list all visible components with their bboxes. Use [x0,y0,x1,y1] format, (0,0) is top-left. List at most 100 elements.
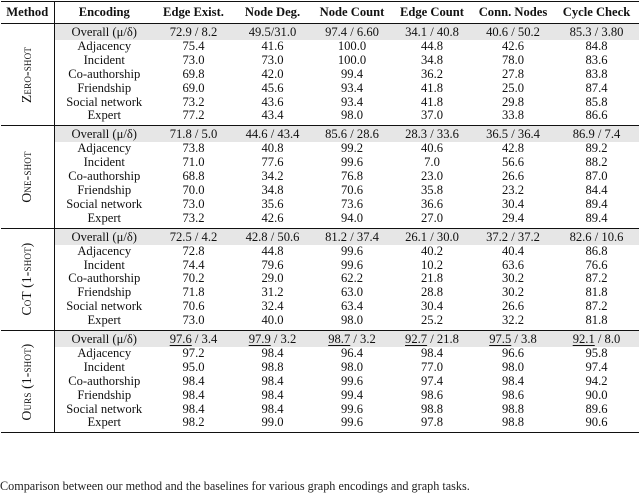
encoding-cell: Overall (μ/δ) [54,228,154,245]
value-cell: 10.2 [420,257,444,272]
value-cell: 40.4 [501,243,525,258]
encoding-cell: Friendship [77,80,132,95]
value-cell: 98.4 [261,345,284,360]
best-value: 97.9 [248,332,271,347]
header-edge-exist: Edge Exist. [154,1,233,24]
table-row: Co-authorship 70.2 29.0 62.2 21.8 30.2 8… [1,272,639,286]
value-cell: 31.2 [261,285,284,300]
value-cell: 98.4 [501,373,525,388]
value-cell: 85.8 [585,94,608,109]
value-cell: 78.0 [501,52,525,67]
header-conn-nodes: Conn. Nodes [472,1,554,24]
value-cell: 40.2 [420,243,444,258]
best-value: 97.6 [169,332,192,347]
encoding-cell: Friendship [77,387,132,402]
encoding-cell: Incident [83,359,125,374]
value-cell: 90.6 [554,415,639,434]
value-cell: 85.6 / 28.6 [312,125,392,143]
method-cell: Zero-shot [1,23,55,127]
value-cell: 40.6 [420,141,444,156]
value-cell: 97.8 [392,415,472,434]
encoding-cell: Adjacency [77,345,132,360]
table-row: Incident 71.0 77.6 99.6 7.0 56.6 88.2 [1,155,639,170]
table-row: Social network 98.4 98.4 99.6 98.8 98.8 … [1,401,639,417]
value-cell: 98.8 [261,359,284,374]
value-cell: 70.6 [182,299,205,314]
value-cell: 40.0 [233,313,312,332]
table-row: Friendship 69.0 45.6 93.4 41.8 25.0 87.4 [1,80,639,96]
encoding-cell: Expert [54,211,154,229]
value-cell: 98.4 [420,345,444,360]
value-cell: 26.1 / 30.0 [392,228,472,245]
value-cell: 70.6 [340,182,364,197]
value-cell: 69.8 [182,66,205,81]
delta-value: / 3.4 [191,332,218,347]
value-cell: 27.0 [392,211,472,229]
value-cell: 42.8 / 50.6 [233,228,312,245]
table-row: Expert 73.2 42.6 94.0 27.0 29.4 89.4 [1,211,639,229]
value-cell: 96.4 [340,345,364,360]
value-cell: 100.0 [337,38,367,53]
value-cell: 99.4 [340,387,364,402]
best-value: 97.5 [489,332,512,347]
value-cell: 30.2 [501,285,525,300]
value-cell: 43.6 [261,94,284,109]
value-cell: 84.4 [585,182,608,197]
value-cell: 98.4 [182,401,205,416]
value-cell: 25.2 [392,313,472,332]
encoding-cell: Friendship [77,182,132,197]
encoding-cell: Adjacency [77,141,132,156]
value-cell: 21.8 [420,271,444,286]
header-node-deg: Node Deg. [233,1,312,24]
value-cell: 83.6 [585,52,608,67]
encoding-cell: Incident [83,257,125,272]
value-cell: 97.4 [585,359,608,374]
value-cell: 25.0 [501,80,525,95]
encoding-cell: Overall (μ/δ) [54,125,154,143]
best-value: 92.1 [572,332,595,347]
value-cell: 34.1 / 40.8 [392,23,472,40]
table-row: Co-authorship 69.8 42.0 99.4 36.2 27.8 8… [1,66,639,82]
value-cell: 99.4 [340,66,364,81]
value-cell: 98.6 [420,387,444,402]
value-cell: 95.0 [182,359,205,374]
value-cell: 98.4 [182,373,205,388]
value-cell: 97.2 [182,345,205,360]
value-cell: 7.0 [424,155,440,170]
results-table: Method Encoding Edge Exist. Node Deg. No… [1,1,639,434]
value-cell: 98.4 [261,387,284,402]
value-cell: 98.4 [261,373,284,388]
table-row: CoT (1-shot) Overall (μ/δ) 72.5 / 4.2 42… [1,228,639,332]
value-cell: 56.6 [501,155,525,170]
encoding-cell: Co-authorship [68,66,141,81]
table-row: Ours (1-shot) Overall (μ/δ) 97.6 / 3.4 9… [1,330,639,434]
encoding-cell: Social network [66,401,143,416]
value-cell: 23.2 [501,182,525,197]
value-cell: 27.8 [501,66,525,81]
value-cell: 98.4 [182,387,205,402]
value-cell: 49.5/31.0 [233,23,312,40]
encoding-cell: Co-authorship [68,271,141,286]
value-cell: 41.8 [420,94,444,109]
value-cell: 98.7 / 3.2 [312,330,392,347]
encoding-cell: Friendship [77,285,132,300]
value-cell: 97.6 / 3.4 [154,330,233,347]
method-cell: CoT (1-shot) [1,228,55,332]
value-cell: 94.0 [312,211,392,229]
value-cell: 97.5 / 3.8 [472,330,554,347]
value-cell: 89.4 [554,211,639,229]
value-cell: 82.6 / 10.6 [554,228,639,245]
value-cell: 99.2 [340,141,364,156]
value-cell: 37.0 [392,108,472,127]
table-row: Expert 73.0 40.0 98.0 25.2 32.2 81.8 [1,313,639,332]
encoding-cell: Overall (μ/δ) [54,330,154,347]
value-cell: 73.2 [182,94,205,109]
value-cell: 93.4 [340,80,364,95]
value-cell: 72.5 / 4.2 [154,228,233,245]
value-cell: 42.8 [501,141,525,156]
delta-value: / 21.8 [427,332,459,347]
delta-value: / 3.2 [350,332,376,347]
group-one-shot: One-shot Overall (μ/δ) 71.8 / 5.0 44.6 /… [1,125,639,229]
value-cell: 44.6 / 43.4 [233,125,312,143]
value-cell: 62.2 [340,271,364,286]
